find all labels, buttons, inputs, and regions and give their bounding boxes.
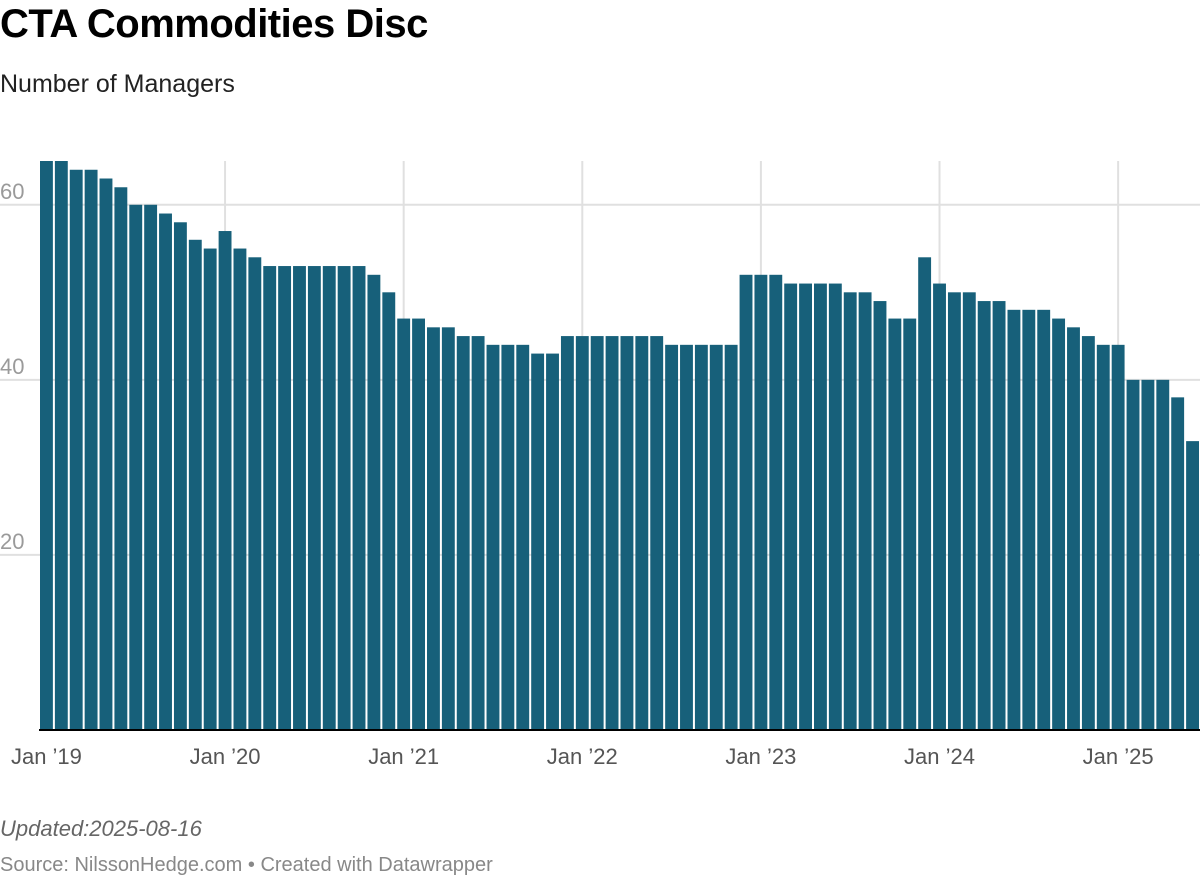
bar <box>769 274 783 730</box>
bar <box>1156 379 1170 730</box>
bar <box>590 336 604 730</box>
bar <box>665 344 679 730</box>
bar <box>620 336 634 730</box>
bar <box>1141 379 1155 730</box>
y-tick-label: 40 <box>0 354 24 379</box>
bar <box>159 213 172 730</box>
y-tick-label: 20 <box>0 529 24 554</box>
bar <box>69 169 83 730</box>
bar <box>1081 336 1095 730</box>
bar <box>1171 397 1185 730</box>
x-tick-label: Jan ’24 <box>904 744 975 769</box>
chart-subtitle: Number of Managers <box>0 70 235 98</box>
bar <box>918 257 932 730</box>
x-tick-label: Jan ’25 <box>1083 744 1154 769</box>
bar <box>471 336 485 730</box>
bar <box>188 239 202 730</box>
bar <box>828 283 842 730</box>
updated-note: Updated:2025-08-16 <box>0 816 202 841</box>
bar <box>501 344 515 730</box>
bar <box>843 292 857 730</box>
bar <box>1186 441 1199 730</box>
bar <box>456 336 470 730</box>
x-tick-label: Jan ’20 <box>190 744 261 769</box>
bar <box>278 266 292 730</box>
x-axis-ticks: Jan ’19 Jan ’20 Jan ’21 Jan ’22 Jan ’23 Jan ’… <box>11 744 1154 769</box>
source-note: Source: NilssonHedge.com • Created with … <box>0 854 493 876</box>
bar <box>114 187 128 730</box>
x-tick-label: Jan ’19 <box>11 744 82 769</box>
bar <box>248 257 262 730</box>
bar <box>40 161 53 730</box>
bar <box>367 274 381 730</box>
bar <box>903 318 917 730</box>
bar <box>129 204 143 730</box>
chart-title: CTA Commodities Disc <box>0 2 428 46</box>
bar <box>1037 309 1051 730</box>
bar <box>947 292 961 730</box>
bar <box>427 327 440 730</box>
bar <box>784 283 798 730</box>
bar <box>888 318 902 730</box>
bar <box>486 344 500 730</box>
bar <box>694 344 708 730</box>
bar <box>218 231 232 730</box>
bar <box>531 353 545 730</box>
bar <box>293 266 306 730</box>
bar <box>650 336 664 730</box>
bar <box>1096 344 1110 730</box>
bar <box>635 336 649 730</box>
bar <box>441 327 455 730</box>
x-tick-label: Jan ’22 <box>547 744 618 769</box>
bar <box>263 266 277 730</box>
bars <box>40 161 1199 730</box>
bar <box>1067 327 1080 730</box>
x-tick-label: Jan ’23 <box>725 744 796 769</box>
bar <box>1126 379 1140 730</box>
y-axis-ticks: 20 40 60 <box>0 179 24 554</box>
bar <box>873 301 887 730</box>
bar <box>397 318 411 730</box>
bar <box>412 318 425 730</box>
bar <box>724 344 738 730</box>
bar <box>858 292 872 730</box>
bar <box>709 344 723 730</box>
bar <box>560 336 574 730</box>
bar <box>739 274 753 730</box>
bar <box>1111 344 1125 730</box>
bar <box>977 301 991 730</box>
bar <box>1007 309 1021 730</box>
bar <box>203 248 217 730</box>
bar <box>605 336 619 730</box>
bar <box>99 178 113 730</box>
bar <box>546 353 559 730</box>
bar <box>962 292 976 730</box>
bar <box>1052 318 1066 730</box>
bar <box>352 266 366 730</box>
y-tick-label: 60 <box>0 179 24 204</box>
bar <box>680 344 693 730</box>
bar <box>516 344 530 730</box>
bar <box>322 266 336 730</box>
bar <box>307 266 321 730</box>
bar <box>144 204 158 730</box>
bar <box>173 222 187 730</box>
bar <box>754 274 768 730</box>
bar <box>337 266 351 730</box>
bar <box>84 169 98 730</box>
bar <box>233 248 247 730</box>
bar <box>575 336 589 730</box>
x-tick-label: Jan ’21 <box>368 744 439 769</box>
bar <box>814 283 827 730</box>
bar <box>382 292 396 730</box>
bar <box>1022 309 1036 730</box>
bar <box>54 161 68 730</box>
bar <box>992 301 1006 730</box>
bar <box>799 283 812 730</box>
bar <box>933 283 946 730</box>
